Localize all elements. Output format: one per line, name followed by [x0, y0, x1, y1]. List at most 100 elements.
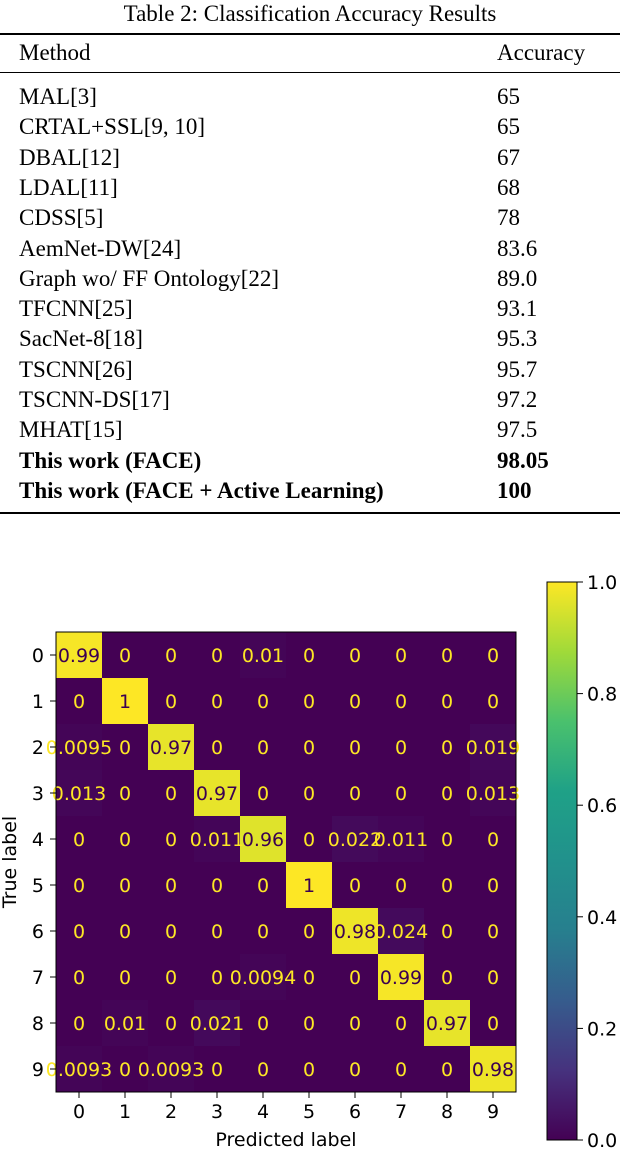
accuracy-cell: 95.7 [497, 356, 538, 382]
heatmap-cell [194, 816, 241, 863]
heatmap-cell [424, 724, 471, 771]
heatmap-cell [194, 1000, 241, 1047]
heatmap-cell-value: 0 [211, 645, 223, 667]
method-cell: This work (FACE + Active Learning) [19, 477, 384, 503]
heatmap-cell [286, 1046, 333, 1093]
heatmap-cell [240, 908, 287, 955]
heatmap-cell [102, 632, 149, 679]
heatmap-cell-value: 0 [165, 875, 177, 897]
heatmap-cell-value: 0 [119, 737, 131, 759]
heatmap-cell-value: 0 [257, 691, 269, 713]
heatmap-cell-value: 0 [73, 1013, 85, 1035]
heatmap-cell [378, 1000, 425, 1047]
heatmap-cell-value: 0 [211, 737, 223, 759]
heatmap-cell-value: 0 [257, 783, 269, 805]
x-tick-label: 1 [119, 1101, 131, 1123]
heatmap-frame [55, 631, 517, 1093]
heatmap-cell-value: 0.0094 [230, 967, 296, 989]
heatmap-cell [470, 770, 517, 817]
x-axis-ticks: 0 1 2 3 4 5 6 7 8 9 [73, 1092, 499, 1123]
heatmap-cell-value: 0 [441, 829, 453, 851]
accuracy-column-header: Accuracy [497, 40, 586, 65]
colorbar-tick-label: 0.6 [587, 795, 617, 817]
heatmap-cell [286, 908, 333, 955]
heatmap-cell [378, 632, 425, 679]
heatmap-cell-value: 0 [257, 921, 269, 943]
y-tick-label: 5 [32, 875, 44, 897]
heatmap-cell [240, 862, 287, 909]
heatmap-cell-value: 0 [211, 1059, 223, 1081]
heatmap-cell-value: 0.0095 [46, 737, 112, 759]
y-axis-ticks: 0 1 2 3 4 5 6 7 8 9 [32, 645, 56, 1081]
heatmap-cell [148, 816, 195, 863]
heatmap-cell [194, 678, 241, 725]
accuracy-cell: 83.6 [497, 235, 538, 261]
table-row: SacNet-8[18] 95.3 [0, 324, 620, 354]
y-tick-label: 7 [32, 967, 44, 989]
heatmap-cell [194, 724, 241, 771]
heatmap-cell-value: 0.99 [380, 967, 422, 989]
y-tick-label: 6 [32, 921, 44, 943]
accuracy-cell: 89.0 [497, 265, 538, 291]
table-row: TSCNN-DS[17] 97.2 [0, 385, 620, 415]
heatmap-cell [56, 724, 103, 771]
heatmap-cell-value: 0 [441, 737, 453, 759]
accuracy-cell: 95.3 [497, 326, 538, 352]
heatmap-cell [332, 862, 379, 909]
heatmap-cell [332, 724, 379, 771]
heatmap-cell [102, 1046, 149, 1093]
heatmap-cell-value: 0 [73, 967, 85, 989]
accuracy-cell: 98.05 [497, 447, 549, 473]
heatmap-cell [470, 908, 517, 955]
heatmap-cell-value: 0 [211, 921, 223, 943]
method-cell: LDAL[11] [19, 174, 118, 200]
table-row: Graph wo/ FF Ontology[22] 89.0 [0, 264, 620, 294]
heatmap-cell [470, 1000, 517, 1047]
table-row: AemNet-DW[24] 83.6 [0, 234, 620, 264]
heatmap-cell-value: 0.011 [374, 829, 428, 851]
heatmap-cell-value: 0 [487, 921, 499, 943]
heatmap-cell [424, 1046, 471, 1093]
heatmap-cell [102, 816, 149, 863]
table-bottom-rule [0, 512, 620, 514]
heatmap-cell-value: 0.022 [328, 829, 382, 851]
heatmap-cell [148, 724, 195, 771]
heatmap-cell-value: 0.013 [466, 783, 520, 805]
y-tick-label: 4 [32, 829, 44, 851]
heatmap-cell [378, 1046, 425, 1093]
heatmap-cell [102, 678, 149, 725]
heatmap-cell [470, 954, 517, 1001]
heatmap-cell-value: 0 [303, 645, 315, 667]
heatmap-cell-value: 0.98 [472, 1059, 514, 1081]
heatmap-cell [56, 816, 103, 863]
table-row: TFCNN[25] 93.1 [0, 294, 620, 324]
heatmap-cell-value: 0.99 [58, 645, 100, 667]
x-tick-label: 3 [211, 1101, 223, 1123]
accuracy-cell: 93.1 [497, 296, 538, 322]
accuracy-cell: 78 [497, 205, 520, 231]
heatmap-cell-value: 0 [349, 645, 361, 667]
x-tick-label: 4 [257, 1101, 269, 1123]
method-cell: TSCNN[26] [19, 356, 133, 382]
heatmap-cell-value: 0 [119, 829, 131, 851]
heatmap-cell-value: 0.98 [334, 921, 376, 943]
heatmap-cell [56, 1000, 103, 1047]
heatmap-cell-value: 0.01 [104, 1013, 146, 1035]
method-cell: MHAT[15] [19, 417, 123, 443]
heatmap-cell-value: 0 [303, 921, 315, 943]
heatmap-cell-value: 0.021 [190, 1013, 244, 1035]
y-tick-label: 0 [32, 645, 44, 667]
method-cell: TFCNN[25] [19, 296, 133, 322]
heatmap-cell [56, 908, 103, 955]
method-column-header: Method [19, 40, 91, 65]
heatmap-cell-value: 0.97 [196, 783, 238, 805]
heatmap-cell-value: 0.0093 [46, 1059, 112, 1081]
heatmap-cell-value: 0 [349, 783, 361, 805]
heatmap-cell [378, 862, 425, 909]
y-tick-label: 8 [32, 1013, 44, 1035]
heatmap-cell-value: 0 [211, 875, 223, 897]
heatmap-cell-value: 0 [395, 1013, 407, 1035]
table-row: This work (FACE + Active Learning) 100 [0, 476, 620, 506]
heatmap-cell-value: 0 [441, 1059, 453, 1081]
heatmap-cell-value: 0 [349, 967, 361, 989]
